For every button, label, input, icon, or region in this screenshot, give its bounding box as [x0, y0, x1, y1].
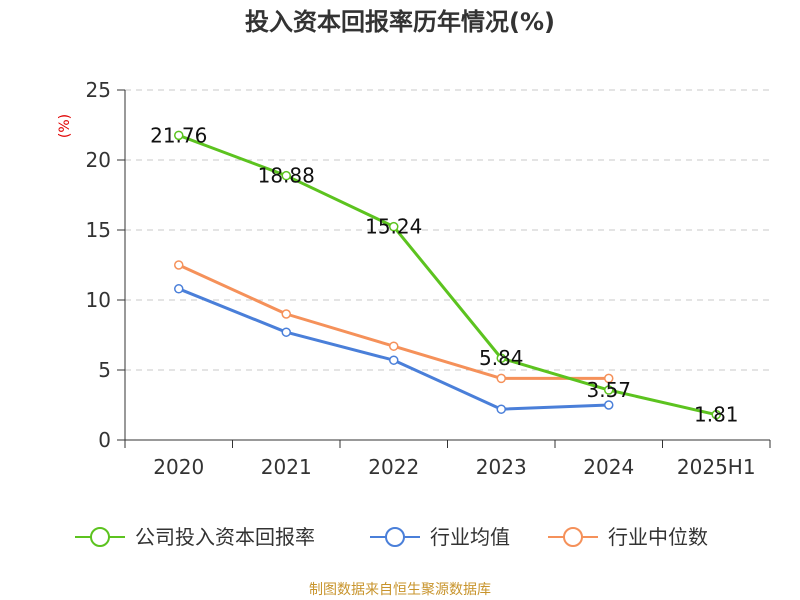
- data-point: [496, 353, 506, 363]
- data-point: [281, 309, 291, 319]
- data-point: [389, 221, 399, 232]
- data-point: [496, 373, 506, 384]
- data-point: [604, 400, 614, 410]
- chart-title: 投入资本回报率历年情况(%): [245, 8, 555, 36]
- x-tick-label: 2023: [476, 455, 527, 479]
- x-tick-label: 2025H1: [677, 455, 756, 479]
- data-point: [389, 355, 399, 365]
- data-label: 21.76: [150, 123, 207, 147]
- data-point: [711, 409, 721, 420]
- x-tick-label: 2020: [153, 455, 204, 479]
- data-label: 1.81: [694, 403, 739, 427]
- y-tick-label: 10: [86, 288, 111, 312]
- data-label: 5.84: [479, 346, 524, 370]
- data-labels: 21.76 18.88 15.24 5.84 3.57 1.81: [150, 123, 738, 426]
- axes: 0 5 10 15 20 25 2020 2021 2022 2023 2024 2025H1: [86, 78, 771, 479]
- legend-marker: [563, 527, 583, 547]
- data-point: [174, 130, 184, 141]
- source-note: 制图数据来自恒生聚源数据库: [309, 582, 491, 598]
- y-tick-label: 20: [86, 148, 111, 172]
- data-point: [389, 341, 399, 351]
- data-label: 18.88: [258, 164, 315, 188]
- x-tick-label: 2021: [261, 455, 312, 479]
- data-label: 15.24: [365, 215, 422, 239]
- data-point: [281, 327, 291, 337]
- y-tick-label: 25: [86, 78, 111, 102]
- data-point: [174, 284, 184, 294]
- grid-lines: [125, 89, 770, 371]
- y-tick-label: 5: [98, 358, 111, 382]
- data-point: [281, 170, 291, 181]
- y-axis-unit-label: (%): [57, 114, 73, 138]
- series-lines: [174, 130, 721, 420]
- data-point: [496, 404, 506, 414]
- legend-label: 行业均值: [430, 525, 510, 549]
- legend-marker: [385, 527, 405, 547]
- x-tick-label: 2024: [583, 455, 634, 479]
- legend-marker: [90, 527, 110, 547]
- data-point: [604, 385, 614, 395]
- legend-label: 行业中位数: [608, 525, 708, 549]
- data-label: 3.57: [586, 378, 631, 402]
- data-point: [604, 373, 614, 384]
- legend-label: 公司投入资本回报率: [135, 525, 315, 549]
- x-tick-label: 2022: [368, 455, 419, 479]
- series-line: [178, 133, 717, 417]
- y-tick-label: 0: [98, 428, 111, 452]
- y-tick-label: 15: [86, 218, 111, 242]
- data-point: [174, 260, 184, 270]
- legend: 公司投入资本回报率 行业均值 行业中位数: [75, 525, 708, 549]
